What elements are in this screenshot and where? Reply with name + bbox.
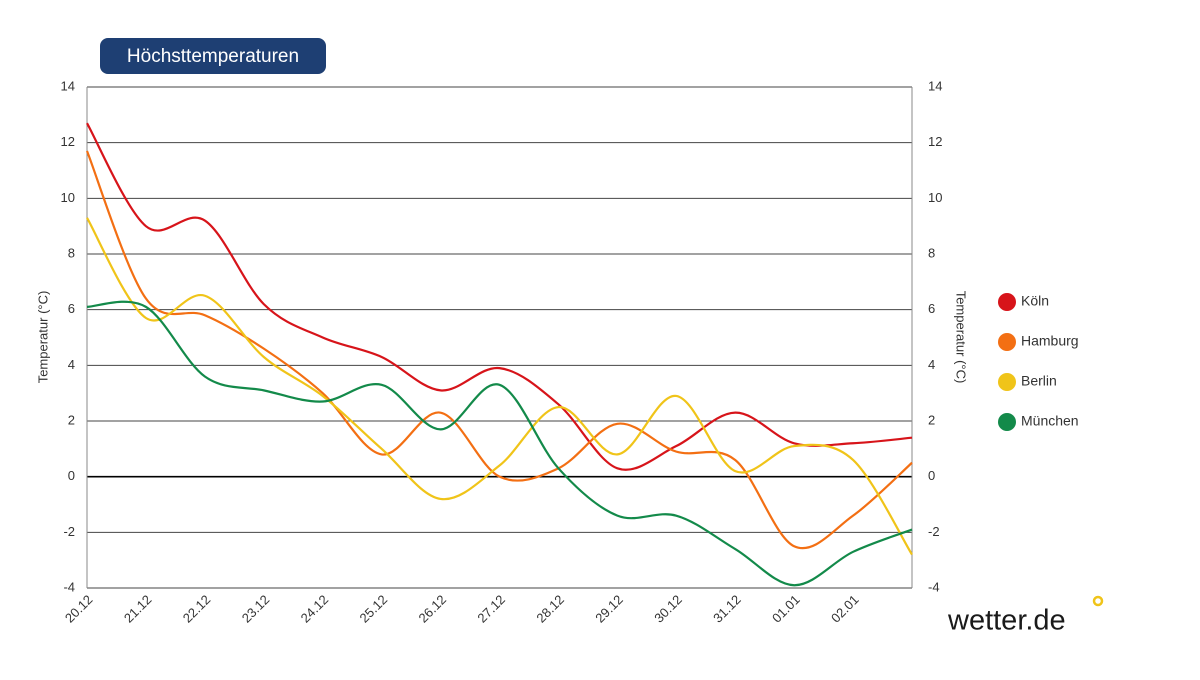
x-tick-label: 22.12 <box>180 592 214 626</box>
y-tick-label: 14 <box>61 78 75 93</box>
legend-label: Berlin <box>1021 373 1057 389</box>
x-tick-label: 27.12 <box>474 592 508 626</box>
series-line <box>86 300 913 587</box>
series-line <box>86 122 913 471</box>
series-line <box>85 150 913 550</box>
legend-marker <box>998 293 1016 311</box>
y-tick-label: 4 <box>68 357 75 372</box>
y-tick-label: 10 <box>61 190 75 205</box>
logo-dot <box>1092 595 1104 607</box>
x-tick-label: 02.01 <box>828 592 862 626</box>
x-tick-label: 29.12 <box>592 592 626 626</box>
y2-axis-title: Temperatur (°C) <box>954 291 969 384</box>
y2-tick-label: 10 <box>928 190 942 205</box>
y-tick-label: 0 <box>68 468 75 483</box>
x-tick-label: 28.12 <box>533 592 567 626</box>
x-tick-label: 31.12 <box>710 592 744 626</box>
x-tick-label: 24.12 <box>298 592 332 626</box>
y2-tick-label: 2 <box>928 412 935 427</box>
x-tick-label: 01.01 <box>769 592 803 626</box>
series-line <box>86 217 913 556</box>
y2-tick-label: 4 <box>928 357 935 372</box>
chart-title: Höchsttemperaturen <box>127 46 299 67</box>
x-tick-label: 25.12 <box>357 592 391 626</box>
legend-label: Hamburg <box>1021 333 1079 349</box>
y2-tick-label: -4 <box>928 579 940 594</box>
x-tick-label: 23.12 <box>239 592 273 626</box>
legend-marker <box>998 413 1016 431</box>
y2-tick-label: 6 <box>928 301 935 316</box>
y2-tick-label: -2 <box>928 524 940 539</box>
y2-tick-label: 8 <box>928 245 935 260</box>
y-tick-label: 8 <box>68 245 75 260</box>
x-tick-label: 21.12 <box>121 592 155 626</box>
y-tick-label: -4 <box>63 579 75 594</box>
y-tick-label: 6 <box>68 301 75 316</box>
x-tick-label: 30.12 <box>651 592 685 626</box>
y2-tick-label: 0 <box>928 468 935 483</box>
x-tick-label: 20.12 <box>62 592 96 626</box>
logo: wetter.de <box>947 605 1066 637</box>
y-axis-title: Temperatur (°C) <box>35 291 50 384</box>
legend-label: Köln <box>1021 293 1049 309</box>
legend-label: München <box>1021 413 1079 429</box>
legend-marker <box>998 373 1016 391</box>
title-badge <box>100 38 326 74</box>
y-tick-label: -2 <box>63 524 75 539</box>
y-tick-label: 12 <box>61 134 75 149</box>
y2-tick-label: 14 <box>928 78 942 93</box>
y2-tick-label: 12 <box>928 134 942 149</box>
y-tick-label: 2 <box>68 412 75 427</box>
legend-marker <box>998 333 1016 351</box>
x-tick-label: 26.12 <box>416 592 450 626</box>
